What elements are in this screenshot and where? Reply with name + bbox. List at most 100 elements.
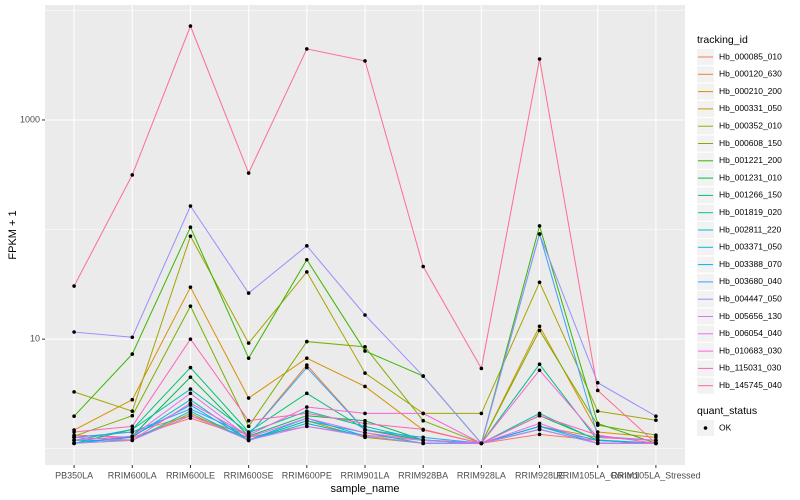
data-point: [305, 47, 309, 51]
legend-label: Hb_001819_020: [719, 207, 782, 217]
data-point: [72, 435, 76, 440]
data-point: [363, 411, 367, 416]
data-point: [305, 391, 309, 396]
data-point: [72, 438, 76, 442]
data-point: [654, 414, 658, 418]
data-point: [305, 356, 309, 360]
data-point: [537, 280, 542, 285]
data-point: [537, 57, 542, 61]
data-point: [537, 328, 542, 333]
data-point: [188, 413, 193, 418]
data-point: [246, 438, 251, 442]
data-point: [188, 204, 193, 208]
data-point: [305, 418, 309, 423]
data-point: [72, 441, 76, 446]
data-point: [363, 313, 367, 317]
data-point: [537, 224, 542, 228]
data-point: [363, 434, 367, 439]
data-point: [421, 264, 425, 269]
data-point: [130, 352, 135, 356]
y-tick-label: 10: [30, 333, 40, 343]
data-point: [246, 291, 251, 295]
data-point: [305, 363, 309, 367]
data-point: [363, 345, 367, 349]
data-point: [421, 438, 425, 443]
x-axis-title: sample_name: [330, 483, 399, 495]
legend-label: Hb_005656_130: [719, 311, 782, 321]
data-point: [305, 257, 309, 262]
data-point: [537, 427, 542, 432]
data-point: [246, 418, 251, 423]
data-point: [72, 414, 76, 418]
data-point: [72, 330, 76, 334]
data-point: [363, 428, 367, 432]
data-point: [305, 416, 309, 420]
data-point: [537, 421, 542, 426]
legend-label: Hb_000352_010: [719, 120, 782, 130]
data-point: [130, 409, 135, 413]
data-point: [305, 411, 309, 416]
data-point: [421, 435, 425, 440]
legend-label: Hb_010683_030: [719, 345, 782, 355]
x-tick-label: RRIM600LA: [108, 470, 157, 480]
data-point: [479, 366, 484, 371]
data-point: [188, 387, 193, 391]
data-point: [537, 232, 542, 236]
legend-label: Hb_115031_030: [719, 363, 782, 373]
data-point: [130, 430, 135, 434]
data-point: [421, 427, 425, 432]
data-point: [654, 433, 658, 437]
data-point: [537, 368, 542, 373]
data-point: [188, 225, 193, 230]
data-point: [130, 438, 135, 442]
data-point: [130, 434, 135, 439]
data-point: [246, 171, 251, 175]
data-point: [72, 430, 76, 434]
data-point: [363, 59, 367, 63]
data-point: [188, 304, 193, 308]
data-point: [421, 418, 425, 423]
data-point: [305, 244, 309, 248]
legend-label: Hb_001266_150: [719, 190, 782, 200]
data-point: [305, 421, 309, 426]
data-point: [188, 24, 193, 28]
data-point: [130, 173, 135, 177]
data-point: [305, 424, 309, 429]
data-point: [595, 438, 600, 443]
x-tick-label: RRIM105LA_Stressed: [611, 470, 701, 480]
data-point: [537, 362, 542, 367]
data-point: [246, 424, 251, 429]
data-point: [188, 337, 193, 341]
legend-label: Hb_003388_070: [719, 259, 782, 269]
x-tick-label: RRIM600SE: [224, 470, 274, 480]
data-point: [188, 234, 193, 238]
data-point: [305, 365, 309, 370]
data-point: [130, 397, 135, 402]
data-point: [188, 397, 193, 402]
data-point: [363, 384, 367, 389]
data-point: [595, 388, 600, 393]
data-point: [130, 335, 135, 340]
legend-label: Hb_000331_050: [719, 103, 782, 113]
data-point: [363, 424, 367, 429]
data-point: [479, 411, 484, 416]
data-point: [595, 441, 600, 446]
x-tick-label: PB350LA: [55, 470, 93, 480]
x-tick-label: RRIM105LA_Control: [556, 470, 639, 480]
data-point: [188, 391, 193, 396]
data-point: [363, 418, 367, 423]
data-point: [363, 371, 367, 375]
data-point: [595, 430, 600, 434]
x-tick-label: RRIM928LA: [457, 470, 506, 480]
data-point: [537, 413, 542, 418]
data-point: [363, 421, 367, 426]
legend-key: [703, 426, 708, 430]
legend-label: Hb_006054_040: [719, 328, 782, 338]
x-tick-label: RRIM600LE: [166, 470, 215, 480]
legend-label: Hb_000608_150: [719, 138, 782, 148]
data-point: [188, 401, 193, 406]
x-tick-label: RRIM928BA: [398, 470, 448, 480]
data-point: [305, 339, 309, 344]
y-axis-title: FPKM + 1: [7, 210, 19, 259]
